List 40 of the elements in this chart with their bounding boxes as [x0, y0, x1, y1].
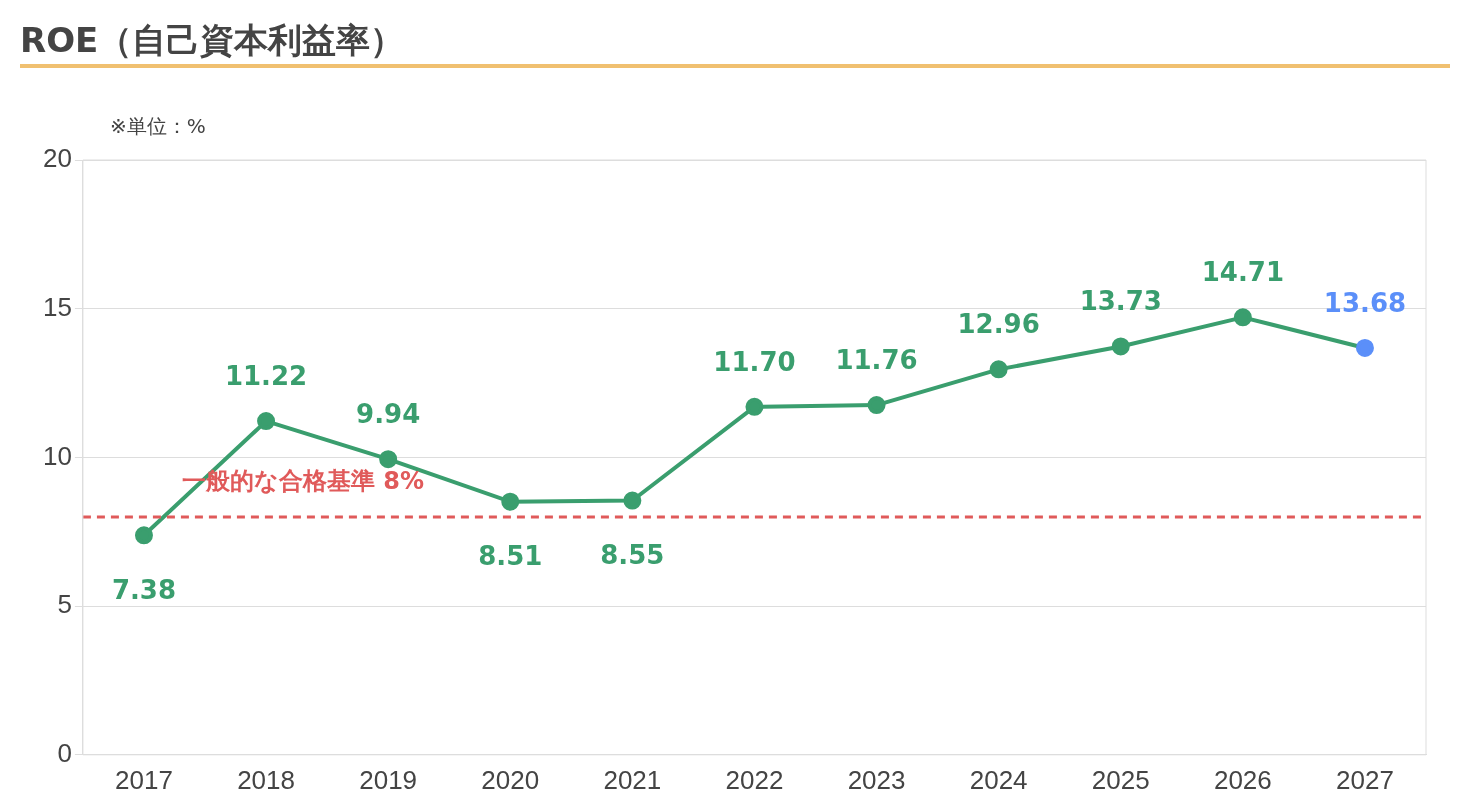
point — [867, 396, 886, 415]
x-tick-label: 2027 — [1336, 764, 1394, 795]
data-label: 14.71 — [1201, 257, 1284, 288]
x-tick-label: 2017 — [115, 764, 173, 795]
data-label: 13.68 — [1323, 287, 1407, 318]
chart-title: ROE（自己資本利益率） — [20, 18, 1450, 68]
y-tick-label: 0 — [57, 737, 72, 768]
data-label: 13.73 — [1079, 286, 1162, 317]
x-tick-label: 2026 — [1213, 764, 1272, 795]
x-tick-label: 2025 — [1091, 764, 1150, 795]
y-tick-label: 15 — [43, 291, 72, 322]
point — [989, 360, 1008, 379]
text: ※単位：% — [110, 114, 206, 139]
x-tick-label: 2021 — [603, 764, 662, 795]
y-tick-label: 20 — [43, 143, 72, 174]
point — [623, 491, 642, 510]
data-label: 8.55 — [600, 540, 665, 571]
x-tick-label: 2020 — [481, 764, 540, 795]
data-label: 11.76 — [835, 344, 918, 375]
x-tick-label: 2018 — [237, 764, 295, 795]
point — [379, 450, 398, 469]
point — [134, 526, 153, 545]
point — [257, 412, 276, 431]
x-tick-label: 2024 — [969, 764, 1028, 795]
x-tick-label: 2023 — [847, 764, 906, 795]
data-label: 11.70 — [713, 346, 796, 377]
y-tick-label: 5 — [57, 589, 72, 620]
point — [745, 397, 764, 416]
x-tick-label: 2019 — [359, 764, 418, 795]
point — [1233, 308, 1252, 327]
data-label: 11.22 — [224, 360, 308, 391]
point — [1111, 337, 1130, 356]
y-tick-label: 10 — [43, 440, 72, 471]
point — [501, 492, 520, 511]
data-label: 12.96 — [957, 309, 1040, 340]
x-tick-label: 2022 — [725, 764, 784, 795]
data-label: 9.94 — [356, 398, 421, 429]
data-label: 7.38 — [111, 575, 177, 606]
point — [1355, 338, 1374, 357]
data-label: 8.51 — [478, 541, 543, 572]
